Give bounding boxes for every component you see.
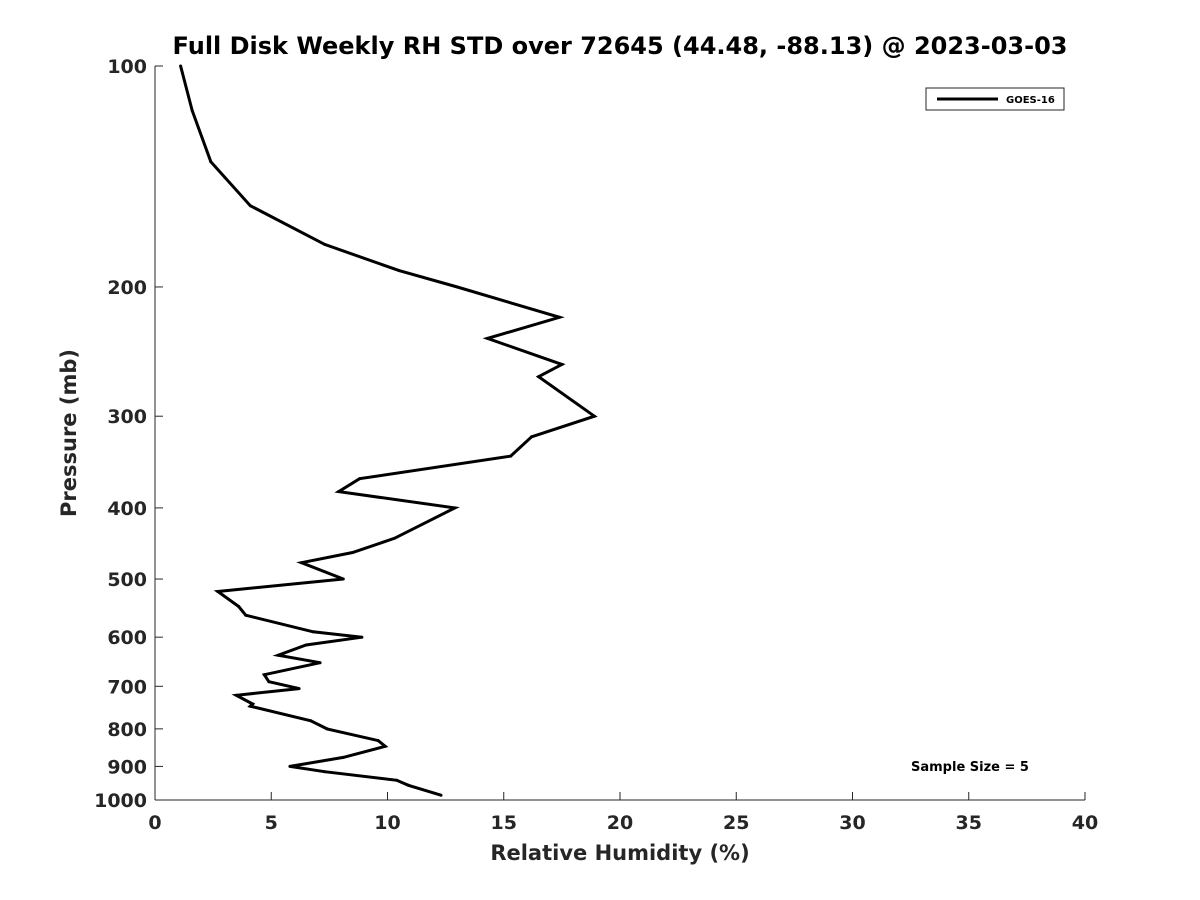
data-point <box>395 778 399 782</box>
y-tick-label-500: 500 <box>107 569 147 591</box>
x-tick-label-0: 0 <box>148 812 161 834</box>
data-point <box>325 727 329 731</box>
y-ticks: 100 200 300 400 500 600 700 800 900 1000 <box>94 56 163 812</box>
x-tick-label-25: 25 <box>723 812 749 834</box>
data-point <box>248 204 252 208</box>
data-point <box>237 605 241 608</box>
series-line-goes-16 <box>179 65 598 797</box>
x-tick-label-35: 35 <box>956 812 982 834</box>
data-point <box>558 315 561 319</box>
data-point <box>209 160 213 164</box>
data-point <box>530 435 534 439</box>
data-point <box>262 673 266 677</box>
data-point <box>190 109 194 113</box>
y-tick-label-1000: 1000 <box>94 790 147 812</box>
x-tick-label-15: 15 <box>491 812 517 834</box>
data-point <box>234 693 238 697</box>
data-point <box>351 551 355 554</box>
y-tick-label-300: 300 <box>107 406 147 428</box>
data-point <box>486 336 489 340</box>
x-tick-label-40: 40 <box>1072 812 1098 834</box>
data-point <box>341 577 345 581</box>
chart-title: Full Disk Weekly RH STD over 72645 (44.4… <box>173 32 1068 60</box>
data-point <box>304 643 308 647</box>
data-point <box>300 561 303 565</box>
sample-size-annotation: Sample Size = 5 <box>911 760 1029 775</box>
data-point <box>337 490 341 494</box>
x-tick-label-30: 30 <box>839 812 865 834</box>
legend-label-goes-16: GOES-16 <box>1006 95 1055 106</box>
data-point <box>318 661 322 665</box>
data-point <box>397 269 401 273</box>
x-tick-label-5: 5 <box>265 812 278 834</box>
data-point <box>244 613 248 617</box>
data-point <box>251 702 255 706</box>
data-point <box>455 285 459 289</box>
data-point <box>393 536 396 540</box>
data-point <box>297 687 301 691</box>
x-axis-label: Relative Humidity (%) <box>490 841 749 865</box>
legend: GOES-16 <box>925 87 1065 111</box>
data-point <box>537 375 541 379</box>
data-point <box>288 764 292 768</box>
data-point <box>323 242 327 246</box>
data-point <box>592 414 596 418</box>
x-ticks: 0 5 10 15 20 25 30 35 40 <box>148 792 1098 834</box>
data-point <box>406 783 410 787</box>
y-tick-label-100: 100 <box>107 56 147 78</box>
data-point <box>376 739 380 743</box>
data-point <box>560 362 564 366</box>
x-tick-label-10: 10 <box>374 812 400 834</box>
data-point <box>439 793 443 797</box>
data-point <box>360 635 364 639</box>
data-point <box>248 704 252 708</box>
series-layer <box>179 64 598 797</box>
data-point <box>216 590 220 593</box>
y-tick-label-700: 700 <box>107 676 147 698</box>
y-tick-label-600: 600 <box>107 627 147 649</box>
data-point <box>276 653 280 657</box>
data-point <box>323 770 327 774</box>
data-point <box>267 680 271 684</box>
data-point <box>309 719 313 723</box>
data-point <box>453 506 457 510</box>
data-point <box>341 755 345 759</box>
data-point <box>179 64 183 68</box>
y-tick-label-400: 400 <box>107 498 147 520</box>
y-tick-label-800: 800 <box>107 719 147 741</box>
data-point <box>358 477 362 481</box>
y-tick-label-900: 900 <box>107 756 147 778</box>
data-point <box>383 744 387 748</box>
x-tick-label-20: 20 <box>607 812 633 834</box>
data-point <box>311 630 315 634</box>
y-tick-label-200: 200 <box>107 277 147 299</box>
data-point <box>509 454 513 458</box>
series-points-goes-16 <box>179 64 596 797</box>
y-axis-label: Pressure (mb) <box>57 349 81 517</box>
